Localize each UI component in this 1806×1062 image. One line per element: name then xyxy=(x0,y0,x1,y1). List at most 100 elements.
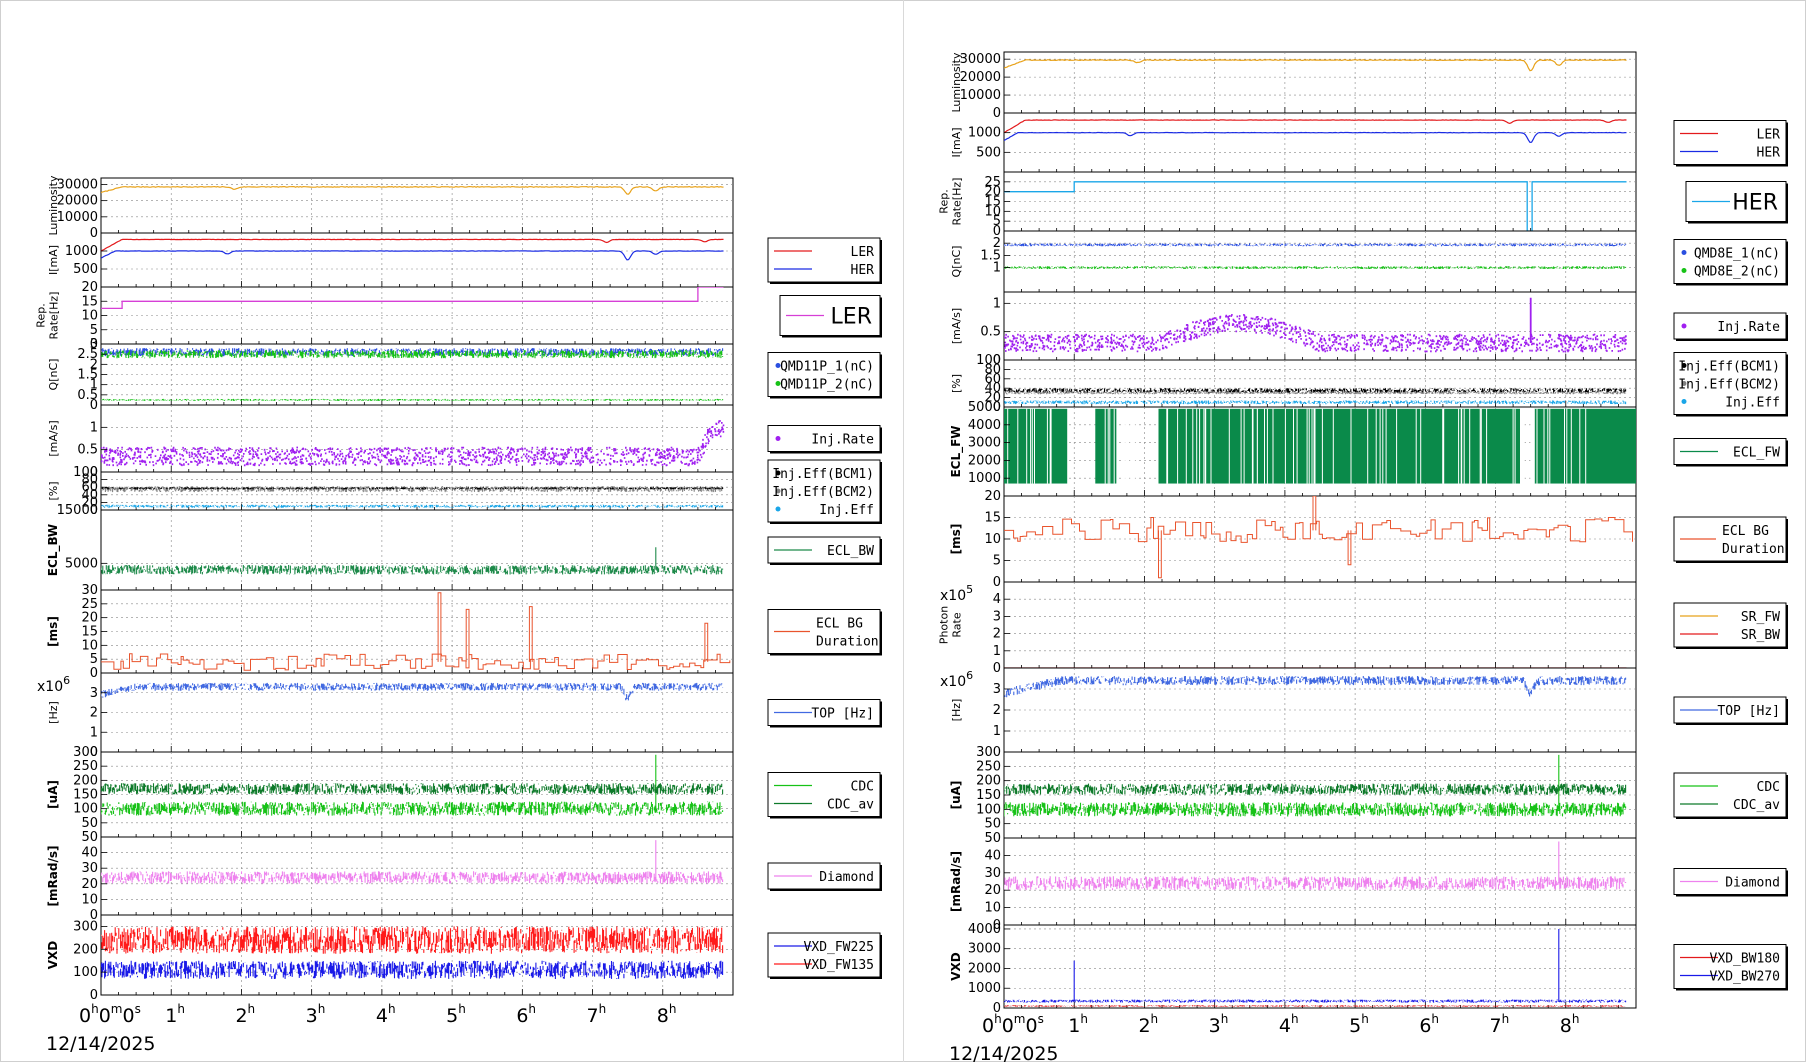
y-tick-label: 3000 xyxy=(968,942,1001,957)
legend-swatch xyxy=(1681,250,1687,255)
y-tick-label: 50 xyxy=(81,816,98,831)
series-group xyxy=(101,840,724,884)
series-vxd-fw225 xyxy=(101,960,724,979)
x-tick-label: 8h xyxy=(657,1002,677,1027)
legend-swatch xyxy=(1681,399,1687,404)
panel-4: 0 0.5 1 [mA/s] Inj.Rate xyxy=(47,404,882,480)
y-tick-label: 1 xyxy=(90,378,98,393)
legend-swatch xyxy=(775,470,781,476)
y-axis-label: [mA/s] xyxy=(950,308,963,344)
series-her xyxy=(101,250,724,261)
y-tick-label: 0 xyxy=(993,918,1001,933)
series-group xyxy=(101,926,724,979)
legend-label: VXD_BW180 xyxy=(1710,952,1780,967)
legend-label: Inj.Rate xyxy=(1717,320,1780,335)
legend: SR_FW SR_BW xyxy=(1673,602,1788,649)
y-tick-label: 60 xyxy=(984,372,1001,387)
x-tick-sup: h xyxy=(528,1002,536,1016)
ecl-block xyxy=(1534,408,1636,484)
x-tick-sup: h xyxy=(669,1002,677,1016)
legend-swatch xyxy=(1681,363,1687,368)
y-tick-label: 30000 xyxy=(960,52,1001,67)
legend-box xyxy=(767,459,881,523)
panel-8: 0 1 2 3 4 x105 Photon Rate SR_FW SR_BW xyxy=(938,581,1788,676)
y-tick-label: 2 xyxy=(993,703,1001,718)
y-tick-label: 500 xyxy=(73,262,98,277)
date-label: 12/14/2025 xyxy=(46,1033,156,1055)
x-tick-label: 7h xyxy=(587,1002,607,1027)
legend: TOP [Hz] xyxy=(767,699,882,728)
legend-label: SR_FW xyxy=(1741,610,1780,625)
panel-11: 0 10 20 30 40 50 [mRad/s] Diamond xyxy=(949,831,1788,933)
legend-swatch xyxy=(1681,323,1687,329)
series-inj-eff-bcm2- xyxy=(1004,391,1627,395)
series-ler xyxy=(101,238,724,252)
y-axis-label: Rep. xyxy=(938,189,951,213)
series-group xyxy=(1004,754,1627,817)
panel-8: 0 1 2 3 x106 [Hz] TOP [Hz] xyxy=(37,672,882,760)
x-tick-part: 0 xyxy=(123,1005,135,1027)
y-tick-label: 80 xyxy=(984,362,1001,377)
legend-label: QMD11P_2(nC) xyxy=(780,378,874,393)
y-tick-label: 15 xyxy=(984,195,1001,210)
y-tick-label: 5 xyxy=(90,323,98,338)
legend: Inj.Rate xyxy=(767,425,882,454)
y-tick-label: 0 xyxy=(993,661,1001,676)
y-tick-label: 1.5 xyxy=(980,248,1001,263)
x-tick-sup: h xyxy=(91,1002,99,1016)
series-group xyxy=(101,592,731,671)
y-tick-label: 250 xyxy=(976,759,1001,774)
y-tick-label: 3 xyxy=(90,686,98,701)
x-tick-label: 6h xyxy=(1419,1012,1439,1037)
legend: LER HER xyxy=(767,237,882,284)
legend-label: Inj.Rate xyxy=(811,433,874,448)
y-tick-label: 20 xyxy=(984,185,1001,200)
y-tick-label: 300 xyxy=(73,745,98,760)
series-her xyxy=(1004,181,1627,231)
x-tick-sup: h xyxy=(1080,1012,1088,1026)
legend-label: TOP [Hz] xyxy=(811,707,874,722)
plot-frame xyxy=(1003,924,1637,1009)
panel-12: 0 1000 2000 3000 4000 VXD VXD_BW180 VXD_BW270 xyxy=(949,922,1788,1016)
plot-frame xyxy=(100,509,734,591)
y-tick-label: 1000 xyxy=(968,981,1001,996)
legend-label: HER xyxy=(851,263,875,278)
series-cdc xyxy=(1004,754,1627,817)
legend: QMD8E_1(nC) QMD8E_2(nC) xyxy=(1673,239,1788,286)
x-tick-label: 0h0m0s xyxy=(79,1002,141,1027)
y-tick-label: 5000 xyxy=(968,400,1001,415)
plot-frame xyxy=(100,404,734,473)
legend-label: VXD_FW135 xyxy=(804,958,874,973)
x-tick-part: 0 xyxy=(1002,1015,1014,1037)
series-inj-eff xyxy=(1004,400,1627,405)
legend: ECL BG Duration xyxy=(1673,516,1788,563)
y-axis-label: Photon xyxy=(938,606,951,644)
y-tick-label: 2 xyxy=(993,627,1001,642)
series-group xyxy=(1004,496,1633,579)
y-tick-label: 0 xyxy=(993,1001,1001,1016)
y-tick-label: 20 xyxy=(984,489,1001,504)
y-axis-label: Luminosity xyxy=(47,175,60,235)
y-tick-label: 0 xyxy=(90,337,98,352)
legend-label: Inj.Eff(BCM2) xyxy=(1678,378,1780,393)
legend-label: LER xyxy=(851,245,875,260)
series-her xyxy=(1004,131,1627,144)
legend-label: CDC_av xyxy=(827,798,874,813)
y-tick-label: 10 xyxy=(81,309,98,324)
y-tick-label: 100 xyxy=(976,353,1001,368)
series-group xyxy=(101,486,724,508)
y-axis-label: Rate xyxy=(951,612,964,637)
y-tick-label: 2 xyxy=(90,357,98,372)
y-tick-label: 80 xyxy=(81,473,98,488)
legend-box xyxy=(767,932,881,978)
y-tick-label: 1000 xyxy=(968,126,1001,141)
y-axis-label: [mA/s] xyxy=(47,420,60,456)
series-vxd-bw270 xyxy=(1004,929,1627,1003)
y-axis-label: VXD xyxy=(46,941,60,970)
y-tick-label: 40 xyxy=(984,848,1001,863)
x-tick-sup: h xyxy=(318,1002,326,1016)
legend: LER HER xyxy=(1673,120,1788,167)
